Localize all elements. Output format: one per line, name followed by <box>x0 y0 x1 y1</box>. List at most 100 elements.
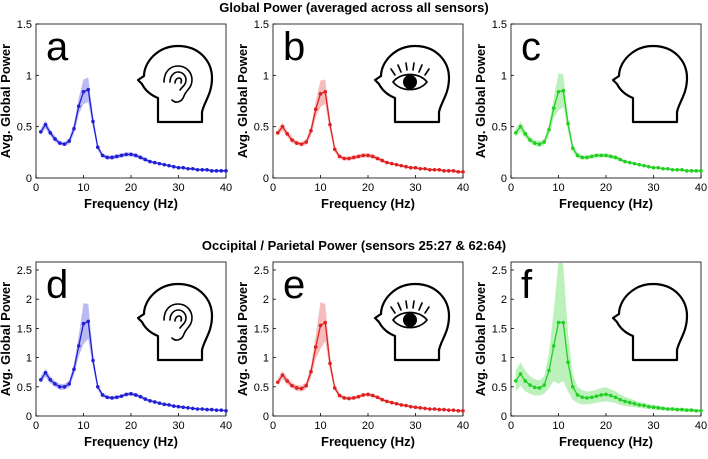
data-point <box>186 406 190 410</box>
data-point <box>57 385 62 389</box>
y-tick-label: 0.5 <box>492 122 507 134</box>
data-point <box>356 154 361 159</box>
data-point <box>67 139 72 143</box>
ear-outer <box>163 303 193 341</box>
data-point <box>451 169 456 173</box>
x-tick-label: 40 <box>220 182 232 194</box>
data-point <box>604 153 608 158</box>
data-point <box>689 169 694 173</box>
head-outline <box>136 282 214 362</box>
data-point <box>442 169 446 173</box>
data-point <box>456 170 461 174</box>
data-point <box>680 407 684 412</box>
panel-letter: b <box>283 25 305 69</box>
data-point <box>651 165 656 170</box>
data-point <box>152 160 157 165</box>
x-axis-label: Frequency (Hz) <box>321 196 415 211</box>
data-point <box>224 408 228 413</box>
data-point <box>181 165 186 170</box>
data-point <box>133 153 138 158</box>
data-point <box>214 169 219 173</box>
data-point <box>290 383 294 388</box>
x-tick-label: 20 <box>600 420 612 432</box>
data-point <box>585 155 589 160</box>
data-point <box>599 153 604 158</box>
data-point <box>404 164 408 169</box>
data-point <box>219 408 224 412</box>
data-point <box>290 138 294 142</box>
data-point <box>442 407 446 412</box>
data-point <box>38 377 43 382</box>
data-point <box>370 393 375 398</box>
data-point <box>627 160 632 165</box>
eyelash <box>397 302 402 311</box>
data-point <box>623 399 627 404</box>
data-point <box>76 104 81 108</box>
y-tick-label: 2.5 <box>254 265 269 277</box>
head-outline <box>136 44 214 124</box>
data-point <box>347 396 351 401</box>
data-point <box>456 408 461 413</box>
data-point <box>275 131 280 135</box>
data-point <box>661 166 665 171</box>
data-point <box>684 408 689 412</box>
data-point <box>394 401 399 406</box>
data-point <box>95 385 100 389</box>
data-point <box>561 88 566 93</box>
data-point <box>623 159 627 164</box>
data-point <box>566 121 570 126</box>
series-line <box>515 321 701 412</box>
data-point <box>332 147 337 152</box>
data-point <box>399 163 404 168</box>
data-point <box>148 399 152 403</box>
data-point <box>542 140 547 144</box>
eye-head-icon <box>373 282 451 362</box>
y-tick-label: 0 <box>263 411 269 423</box>
x-axis-label: Frequency (Hz) <box>84 196 178 211</box>
ear-middle <box>169 309 187 329</box>
y-tick-label: 0.5 <box>17 122 32 134</box>
x-tick-label: 30 <box>172 420 184 432</box>
data-point <box>608 393 613 398</box>
data-point <box>404 403 408 408</box>
data-point <box>304 140 309 144</box>
eyelash <box>424 306 430 314</box>
data-point <box>157 161 162 166</box>
data-point <box>57 141 62 145</box>
x-tick-label: 40 <box>457 182 469 194</box>
data-point <box>299 386 304 391</box>
series-line <box>277 321 463 412</box>
data-point <box>699 408 703 413</box>
data-point <box>556 89 561 94</box>
panel-b: 0 10 20 30 40 0 0.5 1 1.5 Frequency (Hz) Avg. Glob… <box>235 19 469 211</box>
data-point <box>72 367 76 372</box>
eye-outline <box>392 73 428 91</box>
data-point <box>209 407 214 412</box>
eyelash <box>405 300 408 309</box>
data-point <box>190 406 195 411</box>
data-point <box>423 166 427 171</box>
eye-pupil <box>403 75 417 89</box>
head-outline <box>611 282 689 362</box>
data-point <box>542 383 547 387</box>
data-point <box>632 161 637 166</box>
data-point <box>205 167 209 172</box>
series-line <box>40 320 227 412</box>
x-tick-label: 40 <box>457 420 469 432</box>
data-point <box>62 385 67 389</box>
y-tick-label: 0.5 <box>254 382 269 394</box>
data-point <box>665 166 670 171</box>
data-point <box>143 397 148 401</box>
data-point <box>656 406 661 410</box>
y-axis-label: Avg. Global Power <box>0 282 13 396</box>
data-point <box>537 142 542 146</box>
y-tick-label: 1 <box>501 353 507 365</box>
data-point <box>72 126 76 131</box>
data-point <box>124 392 129 397</box>
data-point <box>432 167 437 172</box>
y-tick-label: 1 <box>501 70 507 82</box>
data-point <box>613 155 618 160</box>
eyelash <box>418 302 423 311</box>
error-band <box>515 73 701 172</box>
